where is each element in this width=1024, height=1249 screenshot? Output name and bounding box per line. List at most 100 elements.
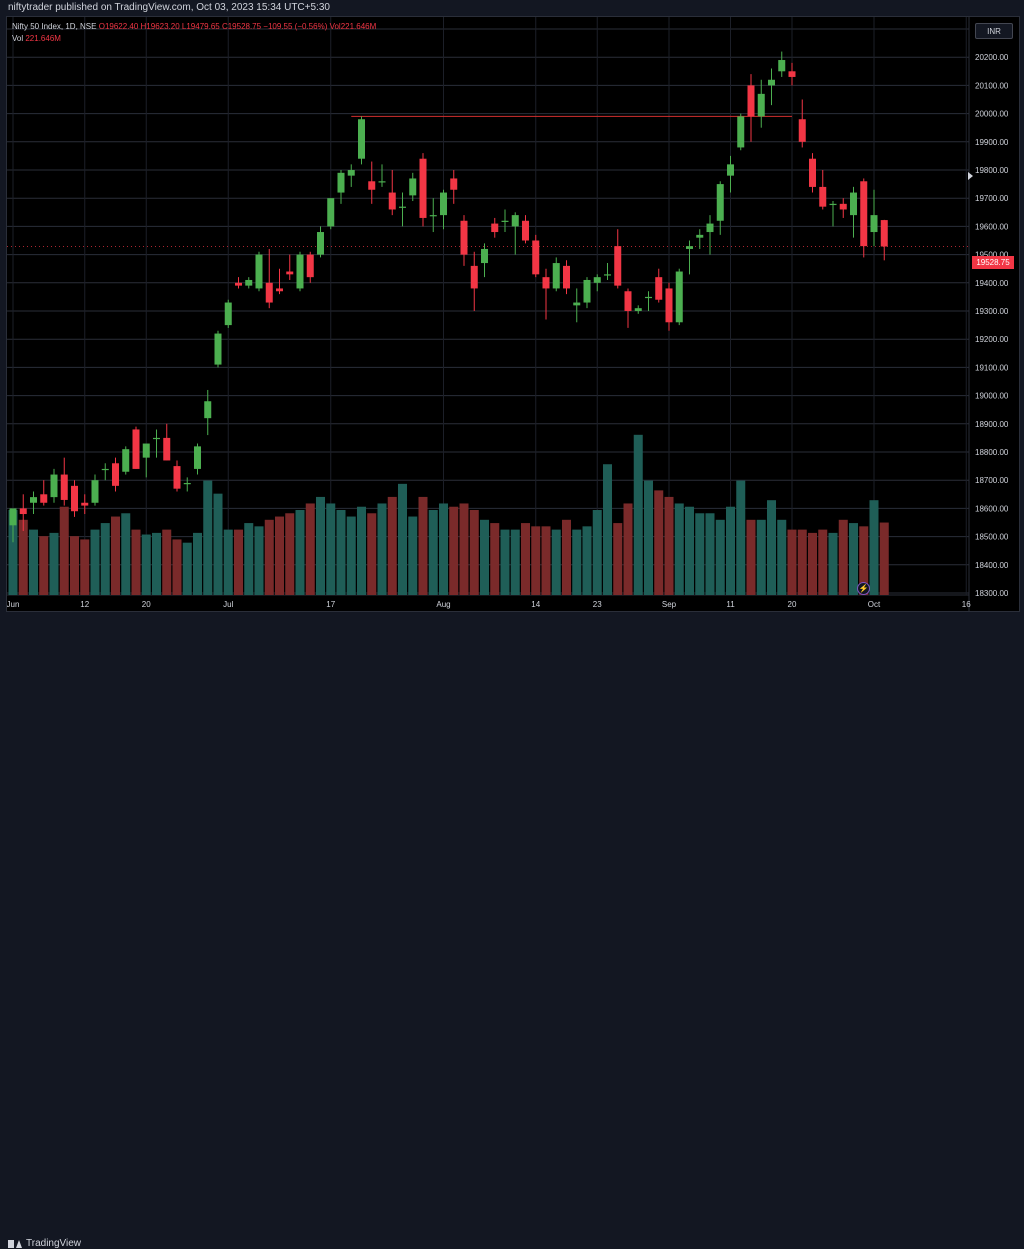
volume-bar <box>531 526 541 595</box>
volume-bar <box>131 529 141 595</box>
volume-bar <box>428 510 438 595</box>
volume-bar <box>8 510 18 595</box>
candle-body <box>347 170 355 176</box>
volume-bar <box>80 539 90 595</box>
volume-bar <box>674 503 684 595</box>
candle-body <box>9 508 17 526</box>
candle-body <box>245 279 253 286</box>
top-bar: niftytrader published on TradingView.com… <box>0 0 1024 16</box>
y-tick-label: 19900.00 <box>975 138 1009 147</box>
candle-body <box>809 158 816 187</box>
volume-bar <box>398 483 407 595</box>
candle-body <box>81 502 89 506</box>
candle-body <box>399 206 406 208</box>
y-tick-label: 19300.00 <box>975 307 1009 316</box>
candle-body <box>337 172 345 193</box>
candle-body <box>634 308 642 311</box>
candle-body <box>91 480 99 503</box>
volume-bar <box>152 532 161 595</box>
volume-bar <box>797 529 807 595</box>
volume-bar <box>449 506 459 595</box>
volume-bar <box>39 536 49 595</box>
last-price-badge: 19528.75 <box>972 256 1014 269</box>
volume-bar <box>285 513 295 595</box>
candle-body <box>573 302 581 306</box>
candle-body <box>60 474 68 500</box>
x-tick-label: 12 <box>80 600 89 609</box>
candle-body <box>737 116 745 148</box>
volume-bar <box>18 519 28 595</box>
candle-body <box>419 158 427 218</box>
candle-body <box>757 93 765 117</box>
volume-bar <box>346 516 356 595</box>
footer: TradingView <box>0 616 1024 1249</box>
volume-bar <box>490 523 500 595</box>
y-tick-label: 18900.00 <box>975 420 1009 429</box>
candle-body <box>860 181 868 247</box>
y-tick-label: 19500.00 <box>975 251 1009 260</box>
y-tick-label: 20100.00 <box>975 81 1009 90</box>
tradingview-logo[interactable]: TradingView <box>8 1238 81 1249</box>
y-tick-label: 19200.00 <box>975 335 1009 344</box>
candle-body <box>706 223 714 233</box>
volume-bar <box>808 532 817 595</box>
lightning-icon[interactable]: ⚡ <box>857 582 870 595</box>
candle-body <box>501 220 509 222</box>
candle-body <box>511 215 519 227</box>
volume-bar <box>377 503 387 595</box>
candle-body <box>747 85 755 117</box>
tradingview-logo-icon <box>8 1239 22 1248</box>
candle-body <box>122 449 130 472</box>
candle-body <box>460 220 468 255</box>
candle-body <box>101 468 109 471</box>
candlestick-chart[interactable]: 18300.00 18400.00 18500.00 18600.00 18700.00… <box>7 17 1019 611</box>
candle-body <box>788 71 796 77</box>
x-tick-label: 16 <box>962 600 971 609</box>
x-tick-label: 23 <box>593 600 602 609</box>
volume-legend: Vol 221.646M <box>12 34 61 43</box>
volume-bar <box>213 493 223 595</box>
volume-bar <box>736 480 746 595</box>
chart-pane[interactable]: 18300.00 18400.00 18500.00 18600.00 18700.00… <box>6 16 1020 612</box>
volume-bar <box>705 513 715 595</box>
volume-bar <box>70 536 79 595</box>
candle-body <box>768 79 775 86</box>
volume-bar <box>859 526 869 595</box>
volume-bar <box>644 480 653 595</box>
volume-bar <box>316 496 325 595</box>
volume-bar <box>500 529 510 595</box>
candle-body <box>686 246 693 249</box>
candle-body <box>563 265 570 289</box>
candle-body <box>870 215 878 233</box>
volume-bar <box>49 532 59 595</box>
candle-body <box>388 192 396 210</box>
candle-body <box>409 178 417 196</box>
currency-button[interactable]: INR <box>975 23 1013 39</box>
candle-body <box>296 254 304 289</box>
y-tick-label: 19100.00 <box>975 363 1009 372</box>
candle-body <box>224 302 232 326</box>
candle-body <box>71 485 78 512</box>
volume-bar <box>572 529 582 595</box>
candle-body <box>614 246 622 286</box>
volume-bar <box>787 529 797 595</box>
candle-body <box>696 234 704 238</box>
volume-bar <box>521 523 530 595</box>
candle-body <box>132 429 140 469</box>
y-tick-label: 18300.00 <box>975 589 1009 598</box>
scroll-right-arrow-icon[interactable] <box>968 172 973 180</box>
candle-body <box>112 463 119 486</box>
volume-bar <box>254 526 264 595</box>
candle-body <box>665 288 673 323</box>
x-tick-label: Oct <box>868 600 881 609</box>
chart-legend: Nifty 50 Index, 1D, NSE O19622.40 H19623… <box>12 22 376 31</box>
volume-bar <box>223 529 233 595</box>
candle-body <box>880 220 888 247</box>
volume-bar <box>244 523 254 595</box>
y-tick-label: 19600.00 <box>975 222 1009 231</box>
volume-bar <box>367 513 377 595</box>
candle-body <box>378 181 386 183</box>
volume-bar <box>654 490 664 595</box>
x-tick-label: 20 <box>788 600 797 609</box>
volume-bar <box>551 529 561 595</box>
